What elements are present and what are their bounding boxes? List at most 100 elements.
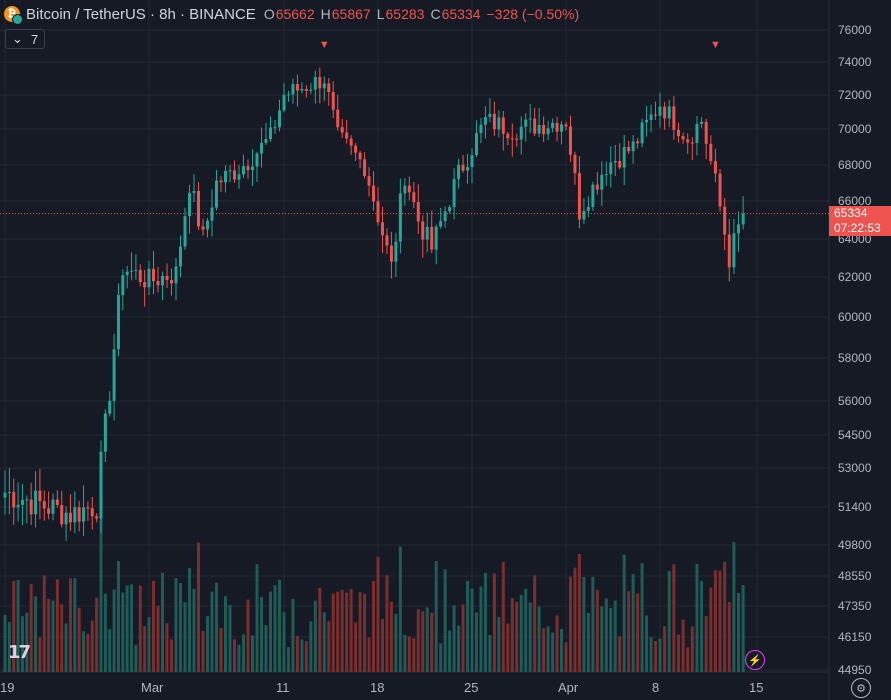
volume-bar [112,589,116,672]
volume-bar [700,580,704,672]
tradingview-logo-icon[interactable]: 17 [8,642,31,663]
volume-bar [38,637,42,672]
volume-bar [116,561,120,672]
candle-body [313,76,317,90]
volume-bar [134,644,138,672]
indicator-count: 7 [30,31,39,47]
volume-bar [295,635,299,672]
volume-bar [156,605,160,672]
candle-body [7,491,11,493]
volume-bar [82,631,86,672]
volume-bar [403,634,407,672]
candle-body [439,221,443,227]
volume-bar [291,598,295,672]
volume-bar [3,614,7,672]
volume-bar [622,554,626,672]
candle-body [47,508,51,514]
candle-body [156,281,160,286]
candle-body [564,124,568,127]
volume-bar [591,576,595,672]
candle-body [403,185,407,194]
candle-body [421,221,425,240]
volume-bar [515,601,519,672]
volume-bar [313,600,317,672]
candle-body [506,133,510,139]
candle-body [681,136,685,140]
candle-body [568,126,572,155]
volume-bar [224,596,227,672]
volume-bar [510,598,514,672]
candle-body [690,142,694,144]
indicators-toggle-button[interactable]: ⌄ 7 [5,29,46,49]
price-tick-label: 60000 [838,310,872,324]
candle-body [497,117,501,130]
volume-bar [542,628,546,672]
candle-body [215,180,218,208]
volume-bar [99,518,103,672]
candle-body [147,268,151,288]
volume-bar [103,593,107,672]
candle-body [686,139,690,143]
candle-body [237,174,241,180]
candle-body [112,349,116,401]
volume-bar [86,633,90,672]
candle-body [546,128,550,135]
volume-bar [64,623,68,672]
chevron-down-icon: ⌄ [12,31,23,46]
volume-bar [573,567,577,672]
volume-bar [233,639,236,672]
candle-body [174,266,178,284]
volume-bar [367,637,371,672]
volume-bar [600,606,604,672]
candle-body [60,504,64,525]
volume-bar [336,591,340,672]
price-tick-label: 72000 [838,88,872,102]
candle-body [331,92,335,110]
volume-bar [492,573,496,672]
volume-bar [354,622,358,672]
volume-bar [174,578,178,672]
volume-bar [237,644,241,672]
candle-body [727,234,731,268]
volume-bar [407,636,411,672]
volume-bar [389,601,393,672]
candle-body [264,139,268,143]
candle-body [327,83,331,93]
candle-body [318,76,322,89]
volume-bar [183,602,187,672]
markers: ▼ ▼ [319,39,721,51]
lightning-icon[interactable]: ⚡ [745,650,765,670]
volume-bar [304,641,308,672]
volume-bar [60,604,64,672]
volume-bar [713,570,717,672]
bar-countdown: 07:22:53 [834,221,881,235]
volume-bar [709,587,713,672]
gear-icon[interactable]: ⚙ [851,678,871,698]
volume-bar [640,563,644,672]
volume-bar [206,616,209,672]
candle-body [501,117,505,134]
volume-bar [434,560,438,672]
candle-body [555,122,559,132]
candle-body [737,224,741,234]
symbol-title[interactable]: Bitcoin / TetherUS · 8h · BINANCE [26,5,256,23]
candle-body [170,280,173,284]
volume-bar [618,636,622,672]
volume-bar [51,600,55,672]
volume-bar [358,592,362,672]
candle-body [20,500,24,505]
volume-bar [121,592,125,672]
candle-body [713,161,717,174]
candle-body [130,270,134,272]
candle-body [394,241,398,262]
volume-bar [73,578,77,672]
volume-bar [197,542,200,672]
signal-marker-icon: ▼ [319,39,330,51]
volume-bar [12,580,16,672]
candle-body [723,206,727,235]
candle-body [372,185,376,202]
volume-bar [372,581,376,672]
bitcoin-icon: ₿ [4,6,23,25]
candle-body [224,170,227,183]
